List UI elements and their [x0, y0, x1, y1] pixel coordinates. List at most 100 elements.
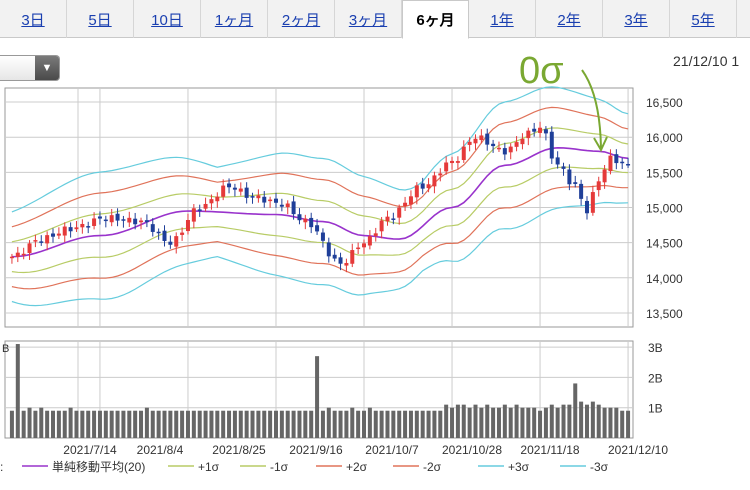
price-tick-label: 13,500 [646, 307, 683, 321]
date-tick-label: 2021/8/25 [212, 443, 266, 457]
volume-bar [45, 410, 50, 438]
tab-3y[interactable]: 3年 [603, 0, 670, 38]
volume-bar [109, 410, 114, 438]
volume-bar [279, 410, 284, 438]
volume-bar [561, 404, 566, 438]
volume-bar [362, 410, 367, 438]
candle-body [420, 183, 425, 189]
volume-bar [268, 410, 273, 438]
tab-1m[interactable]: 1ヶ月 [201, 0, 268, 38]
volume-bar [532, 407, 537, 438]
tab-3d[interactable]: 3日 [0, 0, 67, 38]
volume-bar [291, 410, 296, 438]
candle-body [285, 203, 290, 208]
volume-bar [262, 410, 267, 438]
volume-bar [227, 410, 232, 438]
candle-body [156, 231, 161, 234]
candle-body [620, 161, 625, 164]
tab-5y[interactable]: 5年 [670, 0, 737, 38]
volume-bar [92, 410, 97, 438]
volume-bar [15, 344, 20, 438]
datetime-label: 21/12/10 1 [673, 53, 740, 69]
volume-bar [303, 410, 308, 438]
volume-bar [455, 404, 460, 438]
volume-bar [496, 407, 501, 438]
candle-body [438, 173, 443, 176]
plus1-sigma-line [11, 127, 629, 243]
tab-3m[interactable]: 3ヶ月 [335, 0, 402, 38]
candle-body [391, 218, 396, 220]
candle-body [608, 155, 613, 172]
volume-bar [508, 407, 513, 438]
volume-bar [103, 410, 108, 438]
volume-bar [232, 410, 237, 438]
candle-body [268, 199, 273, 202]
volume-bar [502, 404, 507, 438]
candle-body [27, 243, 32, 253]
candle-body [426, 184, 431, 189]
candle-body [297, 214, 302, 221]
candle-body [397, 207, 402, 218]
candle-body [320, 232, 325, 241]
tab-1y[interactable]: 1年 [469, 0, 536, 38]
volume-bar [9, 410, 14, 438]
indicator-select[interactable]: ▼ [0, 55, 60, 81]
candle-body [444, 162, 449, 172]
volume-bar [332, 410, 337, 438]
volume-bar [144, 407, 149, 438]
candle-body [373, 233, 378, 236]
volume-bar [584, 404, 589, 438]
volume-tick-label: 2B [648, 371, 663, 385]
candle-body [520, 138, 525, 145]
candle-body [133, 218, 138, 225]
chevron-down-icon[interactable]: ▼ [35, 56, 59, 80]
tab-2m[interactable]: 2ヶ月 [268, 0, 335, 38]
candle-body [51, 233, 56, 237]
tab-6m[interactable]: 6ヶ月 [402, 0, 469, 39]
annotation-arrow [581, 69, 602, 149]
candle-body [244, 187, 249, 198]
candle-body [33, 240, 38, 242]
candle-body [315, 225, 320, 232]
tab-2y[interactable]: 2年 [536, 0, 603, 38]
minus3-sigma-line [11, 201, 629, 307]
volume-bar [350, 407, 355, 438]
tab-5d[interactable]: 5日 [67, 0, 134, 38]
candle-body [45, 235, 50, 244]
volume-bar [626, 410, 631, 438]
candle-body [92, 218, 97, 226]
volume-bar [385, 410, 390, 438]
tab-10d[interactable]: 10日 [134, 0, 201, 38]
volume-bar [485, 404, 490, 438]
candle-body [279, 204, 284, 207]
volume-bar [285, 410, 290, 438]
volume-bar [397, 410, 402, 438]
volume-bar [197, 410, 202, 438]
volume-bar [174, 410, 179, 438]
volume-bar [514, 404, 519, 438]
volume-bar [56, 410, 61, 438]
candle-body [596, 181, 601, 191]
volume-bar [150, 410, 155, 438]
legend-label: +2σ [346, 460, 368, 474]
candle-body [174, 236, 179, 247]
volume-bar [461, 404, 466, 438]
volume-bar [27, 407, 32, 438]
volume-bar [309, 410, 314, 438]
volume-bar [315, 356, 320, 438]
candle-body [408, 196, 413, 205]
volume-bar [444, 404, 449, 438]
volume-bar [356, 410, 361, 438]
candle-body [338, 257, 343, 264]
volume-bar [39, 407, 44, 438]
volume-bar [420, 410, 425, 438]
candle-body [197, 209, 202, 211]
volume-bar [438, 410, 443, 438]
volume-bar [162, 410, 167, 438]
candle-body [379, 220, 384, 232]
candle-body [626, 163, 631, 166]
volume-bar [373, 410, 378, 438]
candle-body [238, 188, 243, 192]
volume-tick-label: 3B [648, 341, 663, 355]
